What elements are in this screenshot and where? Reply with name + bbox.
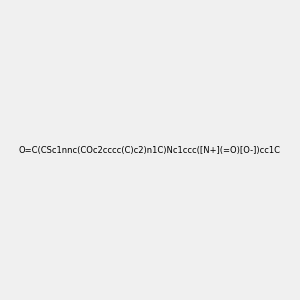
Text: O=C(CSc1nnc(COc2cccc(C)c2)n1C)Nc1ccc([N+](=O)[O-])cc1C: O=C(CSc1nnc(COc2cccc(C)c2)n1C)Nc1ccc([N+… <box>19 146 281 154</box>
